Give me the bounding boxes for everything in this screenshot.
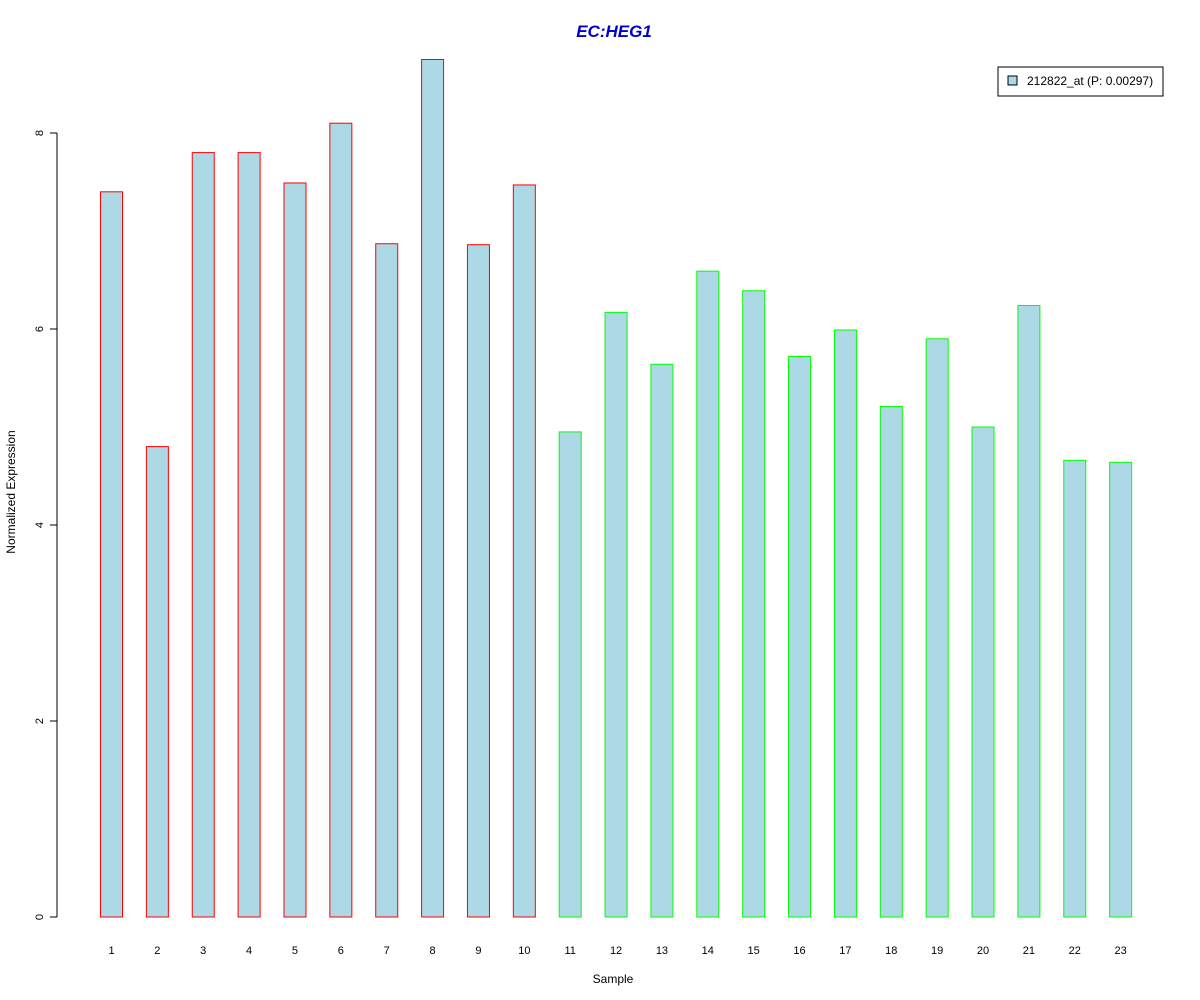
x-tick-label: 12 [610,945,622,957]
bar-sample-10 [512,184,536,918]
bar-sample-9 [466,244,490,918]
bar-sample-19 [925,338,949,918]
legend: 212822_at (P: 0.00297) [997,66,1164,97]
x-axis-label: Sample [593,972,634,986]
x-tick-label: 1 [108,945,114,957]
bar-sample-1 [100,191,123,918]
y-tick-label: 6 [34,326,46,332]
y-tick-label: 2 [34,718,46,724]
bar-sample-4 [237,152,261,918]
x-tick-label: 11 [564,945,575,957]
bar-sample-3 [191,152,215,918]
x-tick-label: 18 [885,945,897,957]
x-tick-label: 10 [518,945,530,957]
chart-title: EC:HEG1 [576,22,652,41]
bar-sample-20 [971,426,995,918]
bars-group [100,59,1133,918]
legend-box [997,66,1164,97]
bar-sample-14 [696,270,720,918]
x-tick-label: 4 [246,945,252,957]
x-tick-label: 14 [702,945,714,957]
x-tick-label: 15 [748,945,760,957]
bar-sample-7 [375,243,399,918]
bar-sample-18 [879,405,903,918]
x-tick-label: 16 [793,945,805,957]
legend-swatch [1007,75,1018,86]
x-tick-label: 2 [154,945,160,957]
y-axis: 0 2 4 6 8 [34,130,58,920]
bar-sample-16 [788,355,812,918]
bar-sample-2 [145,446,169,918]
bar-sample-23 [1109,461,1133,918]
y-tick-label: 0 [34,914,46,920]
bar-sample-13 [650,363,674,918]
x-tick-label: 19 [931,945,943,957]
x-tick-label: 8 [430,945,436,957]
x-tick-label: 17 [839,945,851,957]
x-tick-label: 3 [200,945,206,957]
bar-sample-12 [604,311,628,918]
bar-sample-8 [421,59,445,918]
bar-sample-5 [283,182,307,918]
x-tick-labels: 1 2 3 4 5 6 7 8 9 10 11 12 13 14 15 16 17 18 19 20 21 22 23 [108,945,1126,957]
x-tick-label: 22 [1069,945,1081,957]
x-tick-label: 9 [475,945,481,957]
y-tick-label: 8 [34,130,46,136]
x-tick-label: 20 [977,945,989,957]
bar-sample-17 [833,329,857,918]
x-tick-label: 7 [384,945,390,957]
bar-sample-11 [558,431,582,918]
bar-sample-22 [1063,459,1087,918]
x-tick-label: 13 [656,945,668,957]
bar-sample-21 [1017,304,1041,918]
bar-sample-15 [742,290,766,918]
x-tick-label: 23 [1115,945,1127,957]
legend-label: 212822_at (P: 0.00297) [1027,74,1153,88]
x-tick-label: 21 [1023,945,1035,957]
y-axis-label: Normalized Expression [4,430,18,553]
x-tick-label: 5 [292,945,298,957]
y-tick-label: 4 [34,522,46,528]
bar-sample-6 [329,122,353,918]
x-tick-label: 6 [338,945,344,957]
